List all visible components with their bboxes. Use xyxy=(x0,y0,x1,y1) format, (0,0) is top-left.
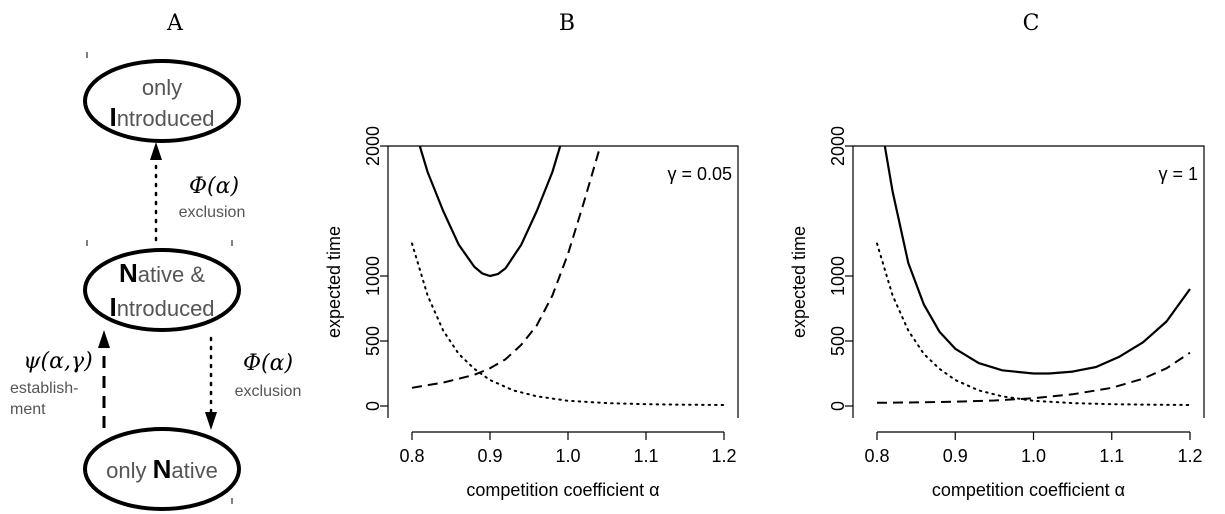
state-diagram: only Introduced Native & Introduced only… xyxy=(10,52,302,511)
state-bottom-label: only Native xyxy=(106,454,218,484)
gamma-annotation: γ = 0.05 xyxy=(667,164,732,184)
top-exclusion-rate: Φ(α) xyxy=(189,174,239,199)
state-middle-line1: Native & xyxy=(119,258,205,288)
series-dotted-line xyxy=(876,242,1191,406)
arrowhead-down-icon xyxy=(205,412,217,430)
bottom-exclusion-label: exclusion xyxy=(235,383,302,400)
top-exclusion-label: exclusion xyxy=(179,204,246,221)
plot-frame xyxy=(852,145,1205,418)
series-dashed-line xyxy=(411,149,601,389)
y-tick-label: 1000 xyxy=(828,256,848,296)
x-tick-label: 1.1 xyxy=(1099,446,1124,466)
x-tick-label: 0.8 xyxy=(864,446,889,466)
arrowhead-up-icon xyxy=(150,142,162,160)
plot-b: 0 500 1000 2000 0.8 0.9 1.0 1.1 1.2 competition c… xyxy=(324,126,739,500)
plot-c: 0 500 1000 2000 0.8 0.9 1.0 1.1 1.2 competition c… xyxy=(789,126,1205,500)
x-axis-label: competition coefficient α xyxy=(466,480,659,500)
establishment-label-line2: ment xyxy=(10,401,46,418)
establishment-rate: ψ(α,γ) xyxy=(23,349,92,374)
series-solid-line xyxy=(418,146,562,278)
arrowhead-up-icon xyxy=(98,330,110,348)
state-top-line2: Introduced xyxy=(109,102,214,132)
x-axis-label: competition coefficient α xyxy=(932,480,1125,500)
x-tick-label: 1.0 xyxy=(555,446,580,466)
x-tick-label: 0.8 xyxy=(399,446,424,466)
gamma-annotation: γ = 1 xyxy=(1158,164,1198,184)
y-tick-label: 2000 xyxy=(828,126,848,166)
panel-label-c: C xyxy=(1023,11,1040,36)
y-axis-label: expected time xyxy=(324,226,344,338)
state-top-line1: only xyxy=(142,75,182,100)
y-tick-label: 0 xyxy=(828,401,848,411)
panel-label-b: B xyxy=(559,11,575,36)
x-tick-label: 1.1 xyxy=(633,446,658,466)
series-solid-line xyxy=(883,146,1191,375)
state-middle-line2: Introduced xyxy=(109,292,214,322)
x-tick-label: 1.2 xyxy=(711,446,736,466)
series-group xyxy=(876,146,1191,406)
panel-label-a: A xyxy=(166,11,184,36)
x-tick-label: 0.9 xyxy=(943,446,968,466)
establishment-label-line1: establish- xyxy=(10,380,78,397)
state-only-introduced xyxy=(83,59,241,143)
state-only-native xyxy=(83,427,241,511)
state-native-introduced xyxy=(83,248,241,332)
plot-frame xyxy=(387,145,739,418)
y-tick-label: 0 xyxy=(363,401,383,411)
series-dotted-line xyxy=(411,242,725,406)
bottom-exclusion-rate: Φ(α) xyxy=(243,351,293,376)
series-dashed-line xyxy=(876,351,1191,404)
y-tick-label: 500 xyxy=(363,326,383,356)
series-group xyxy=(411,146,725,406)
y-axis-label: expected time xyxy=(789,226,809,338)
y-tick-label: 1000 xyxy=(363,256,383,296)
y-tick-label: 500 xyxy=(828,326,848,356)
y-tick-label: 2000 xyxy=(363,126,383,166)
x-tick-label: 1.0 xyxy=(1021,446,1046,466)
x-tick-label: 0.9 xyxy=(477,446,502,466)
x-tick-label: 1.2 xyxy=(1177,446,1202,466)
